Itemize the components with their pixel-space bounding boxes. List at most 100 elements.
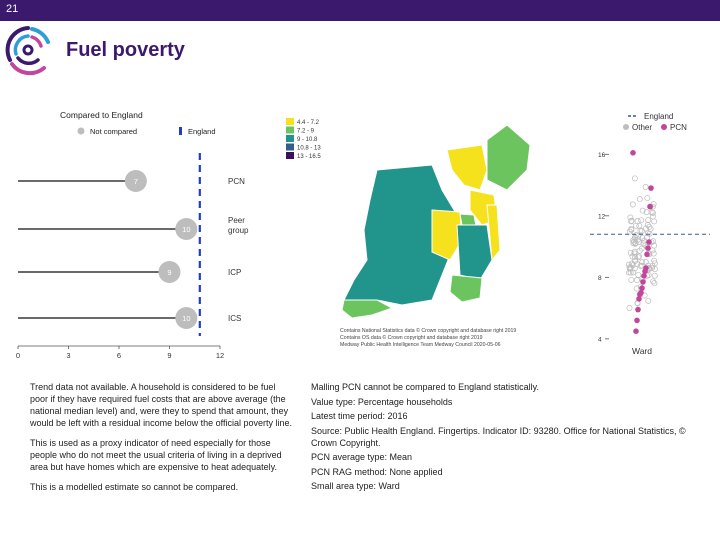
bar-value-label: 7 xyxy=(134,177,138,186)
map-region-east-teal xyxy=(456,224,493,281)
choropleth-map: 4.4 - 7.2 7.2 - 9 9 - 10.8 10.8 - 13 13 - 16… xyxy=(286,118,531,348)
other-ward-point xyxy=(638,245,645,252)
x-axis-label: Ward xyxy=(632,346,652,356)
other-ward-point xyxy=(629,262,636,269)
other-ward-point xyxy=(648,209,655,216)
legend-other-marker xyxy=(623,124,629,130)
bar-value-label: 10 xyxy=(182,314,190,323)
other-ward-point xyxy=(627,249,634,256)
other-ward-point xyxy=(649,247,656,254)
description-paragraph: Trend data not available. A household is… xyxy=(30,382,292,428)
other-ward-point xyxy=(636,239,643,246)
map-legend-swatch xyxy=(286,135,294,142)
category-label-line: ICP xyxy=(228,268,241,277)
x-tick-label: 0 xyxy=(16,351,20,360)
map-legend-label: 7.2 - 9 xyxy=(297,129,315,135)
other-ward-point xyxy=(631,250,638,257)
map-region-south xyxy=(449,274,483,303)
legend-not-compared-marker xyxy=(77,127,85,135)
map-legend-label: 13 - 16.5 xyxy=(297,154,321,160)
y-tick-label: 4 xyxy=(598,336,602,343)
legend-england-label: England xyxy=(188,127,216,136)
pcn-ward-point xyxy=(644,251,650,258)
map-credit-line: Contains National Statistics data © Crow… xyxy=(340,327,516,334)
bar-value-marker xyxy=(124,170,147,192)
page-title: Fuel poverty xyxy=(66,39,185,61)
map-legend-swatch xyxy=(286,152,294,159)
map-region-northeast xyxy=(486,124,531,191)
other-ward-point xyxy=(636,222,643,229)
pcn-ward-point xyxy=(630,150,636,156)
x-tick-label: 9 xyxy=(167,351,171,360)
pcn-ward-point xyxy=(641,273,647,279)
other-ward-point xyxy=(627,214,634,221)
description-paragraph: This is a modelled estimate so cannot be… xyxy=(30,482,239,492)
map-credit-line: Contains OS data © Crown copyright and d… xyxy=(340,334,483,341)
other-ward-point xyxy=(635,233,642,240)
other-ward-point xyxy=(651,257,658,264)
other-ward-point xyxy=(633,277,640,283)
other-ward-point xyxy=(642,184,649,190)
y-tick-label: 16 xyxy=(598,152,606,159)
top-bar: 21 xyxy=(0,0,720,21)
map-legend-swatch xyxy=(286,143,294,151)
other-ward-point xyxy=(645,217,652,224)
bar-value-label: 10 xyxy=(182,225,190,234)
legend-england-marker xyxy=(179,127,182,135)
other-ward-point xyxy=(628,218,635,225)
indicator-metadata: Malling PCN cannot be compared to Englan… xyxy=(311,381,691,495)
other-ward-point xyxy=(629,253,636,260)
comparison-bar-chart: Compared to England Not compared England… xyxy=(16,110,249,360)
other-ward-point xyxy=(650,278,657,285)
pcn-ward-point xyxy=(645,245,651,251)
other-ward-point xyxy=(626,269,633,276)
other-ward-point xyxy=(636,196,643,203)
category-label-line: Peer xyxy=(228,216,245,225)
other-ward-point xyxy=(637,227,644,234)
x-tick-label: 3 xyxy=(66,351,70,360)
category-label: Peer group xyxy=(228,216,249,235)
metadata-line: Source: Public Health England. Fingertip… xyxy=(311,425,686,448)
bar-value-marker xyxy=(158,261,181,283)
other-ward-point xyxy=(634,218,641,224)
other-ward-point xyxy=(650,250,657,257)
other-ward-point xyxy=(651,280,658,287)
other-ward-point xyxy=(630,269,637,276)
category-label: ICP xyxy=(228,268,241,277)
legend-other-label: Other xyxy=(632,123,652,132)
legend-not-compared-label: Not compared xyxy=(90,127,137,136)
legend-pcn-label: PCN xyxy=(670,123,687,132)
map-legend-label: 4.4 - 7.2 xyxy=(297,120,320,126)
other-ward-point xyxy=(629,201,636,208)
other-ward-point xyxy=(628,276,635,283)
pcn-ward-point xyxy=(637,291,643,298)
other-ward-point xyxy=(640,240,647,247)
other-ward-point xyxy=(651,218,658,225)
legend-pcn-marker xyxy=(661,124,667,130)
other-ward-point xyxy=(639,207,646,214)
other-ward-point xyxy=(635,254,642,261)
other-ward-point xyxy=(644,195,651,202)
other-ward-point xyxy=(631,265,638,272)
other-ward-point xyxy=(651,272,658,279)
bar-value-label: 9 xyxy=(167,268,171,277)
description-paragraph: This is used as a proxy indicator of nee… xyxy=(30,438,282,472)
map-regions xyxy=(341,124,531,319)
pcn-ward-point xyxy=(647,203,653,210)
other-ward-point xyxy=(632,239,639,246)
category-label: ICS xyxy=(228,314,241,323)
map-region-west xyxy=(343,164,458,311)
pcn-ward-point xyxy=(639,285,645,291)
map-legend-swatch xyxy=(286,118,294,125)
metadata-line: Malling PCN cannot be compared to Englan… xyxy=(311,382,539,392)
legend-england-label: England xyxy=(644,112,673,121)
other-ward-point xyxy=(631,248,638,255)
bar-value-marker xyxy=(175,307,198,329)
metadata-line: Value type: Percentage households xyxy=(311,396,453,407)
metadata-line: Small area type: Ward xyxy=(311,481,400,491)
x-tick-label: 6 xyxy=(117,351,121,360)
map-legend-label: 10.8 - 13 xyxy=(297,146,321,152)
bar-value-marker xyxy=(175,218,198,240)
pcn-ward-point xyxy=(642,268,648,274)
pcn-ward-point xyxy=(634,317,640,324)
